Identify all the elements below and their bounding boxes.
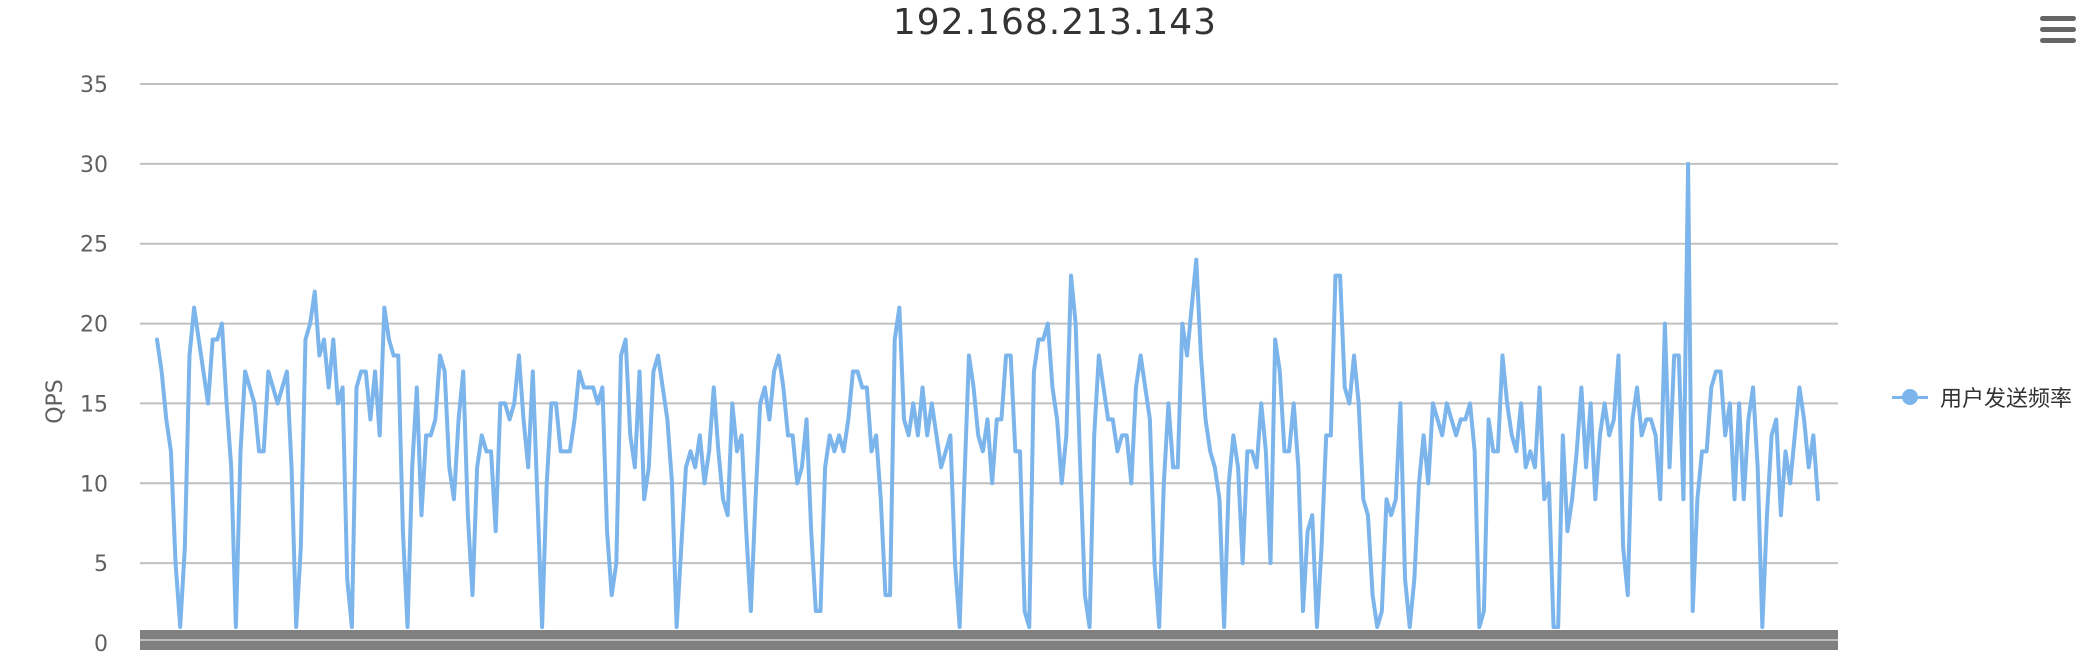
y-tick-label: 0 xyxy=(94,632,108,657)
series-line-0 xyxy=(155,161,1820,630)
y-tick-label: 35 xyxy=(80,73,108,98)
hamburger-menu-icon[interactable] xyxy=(2040,16,2076,50)
legend-item-series-0[interactable]: 用户发送频率 xyxy=(1892,382,2072,412)
y-tick-label: 25 xyxy=(80,233,108,258)
y-axis-label: QPS xyxy=(43,379,68,424)
y-tick-label: 10 xyxy=(80,472,108,497)
y-tick-label: 15 xyxy=(80,392,108,417)
y-tick-label: 5 xyxy=(94,552,108,577)
chart-title: 192.168.213.143 xyxy=(892,2,1218,43)
legend-symbol xyxy=(1892,382,1928,412)
y-tick-label: 20 xyxy=(80,313,108,338)
y-tick-label: 30 xyxy=(80,153,108,178)
legend-label: 用户发送频率 xyxy=(1940,387,2073,412)
